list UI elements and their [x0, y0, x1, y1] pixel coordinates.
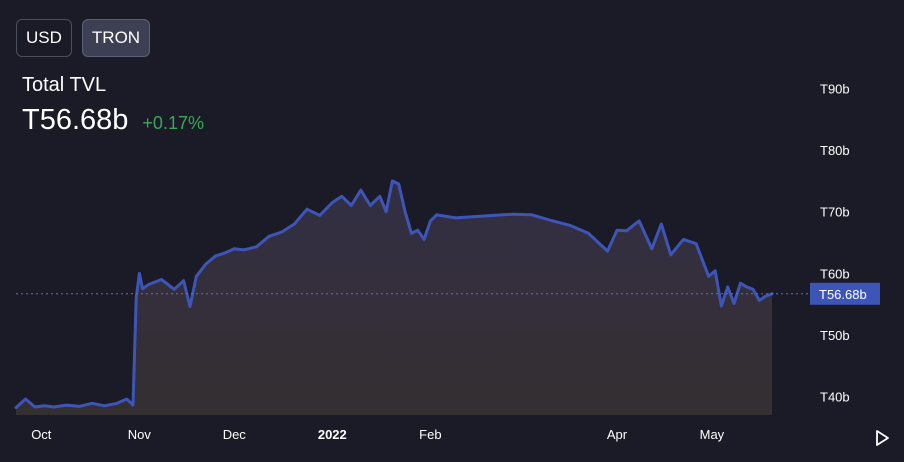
play-icon[interactable]	[872, 428, 892, 448]
y-tick-label: T50b	[820, 328, 850, 343]
currency-tron-button[interactable]: TRON	[81, 19, 151, 57]
currency-usd-button[interactable]: USD	[16, 19, 72, 57]
y-tick-label: T90b	[820, 81, 850, 96]
tvl-area	[16, 180, 772, 415]
y-tick-label: T40b	[820, 390, 850, 405]
x-tick-label: Nov	[128, 427, 152, 442]
tvl-label: Total TVL	[22, 74, 107, 96]
x-tick-label: 2022	[318, 427, 347, 442]
y-tick-label: T80b	[820, 143, 850, 158]
current-value-badge	[810, 282, 880, 305]
x-tick-label: Feb	[419, 427, 441, 442]
x-tick-label: Oct	[31, 427, 52, 442]
currency-toggle-group: USD TRON	[16, 19, 151, 57]
tvl-change: +0.17%	[142, 113, 204, 133]
y-tick-label: T70b	[820, 205, 850, 220]
tvl-value: T56.68b	[22, 104, 129, 136]
x-tick-label: Dec	[223, 427, 247, 442]
y-tick-label: T60b	[820, 266, 850, 281]
x-tick-label: Apr	[607, 427, 628, 442]
current-value-label: T56.68b	[819, 287, 867, 302]
tvl-value-row: T56.68b +0.17%	[22, 104, 204, 137]
x-tick-label: May	[700, 427, 725, 442]
tvl-line	[14, 179, 774, 410]
